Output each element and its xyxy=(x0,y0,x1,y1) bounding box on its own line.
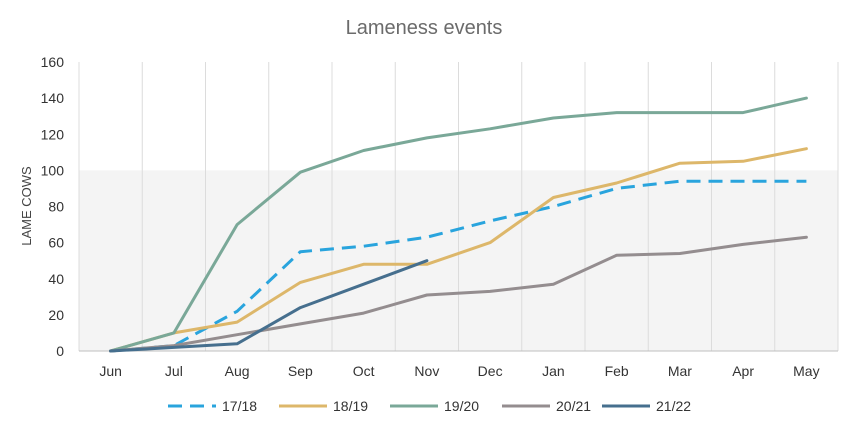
y-tick-label: 20 xyxy=(48,307,64,323)
x-tick-label: Apr xyxy=(732,363,754,379)
x-tick-label: Jul xyxy=(165,363,183,379)
legend-label: 17/18 xyxy=(222,398,257,414)
y-tick-label: 80 xyxy=(48,199,64,215)
chart-title: Lameness events xyxy=(346,17,503,39)
legend: 17/18 18/19 19/20 20/21 21/22 xyxy=(168,398,691,414)
x-tick-labels: Jun Jul Aug Sep Oct Nov Dec Jan Feb Mar Apr May xyxy=(99,363,819,379)
y-tick-label: 160 xyxy=(41,54,65,70)
y-axis-label: LAME COWS xyxy=(19,166,34,246)
gridlines xyxy=(78,62,839,352)
x-tick-label: Oct xyxy=(353,363,375,379)
x-tick-label: Jan xyxy=(542,363,565,379)
series-lines xyxy=(109,96,808,353)
y-tick-label: 120 xyxy=(41,126,65,142)
x-tick-label: Mar xyxy=(668,363,692,379)
series-line-19-20 xyxy=(109,96,808,353)
y-tick-labels: 0 20 40 60 80 100 120 140 160 xyxy=(41,54,65,359)
y-tick-label: 100 xyxy=(41,162,65,178)
x-tick-label: Nov xyxy=(414,363,439,379)
series-line-20-21 xyxy=(109,235,808,353)
series-line-21-22 xyxy=(109,259,429,353)
legend-label: 20/21 xyxy=(556,398,591,414)
x-tick-label: Jun xyxy=(99,363,122,379)
x-tick-label: Feb xyxy=(605,363,629,379)
legend-label: 19/20 xyxy=(444,398,479,414)
x-tick-label: Sep xyxy=(288,363,313,379)
y-tick-label: 0 xyxy=(56,343,64,359)
legend-label: 18/19 xyxy=(333,398,368,414)
x-tick-label: Aug xyxy=(225,363,250,379)
series-line-18-19 xyxy=(109,147,808,353)
y-tick-label: 40 xyxy=(48,271,64,287)
x-tick-label: Dec xyxy=(478,363,503,379)
series-line-17-18 xyxy=(110,179,807,353)
x-tick-label: May xyxy=(793,363,819,379)
y-tick-label: 140 xyxy=(41,90,65,106)
y-tick-label: 60 xyxy=(48,235,64,251)
legend-label: 21/22 xyxy=(656,398,691,414)
